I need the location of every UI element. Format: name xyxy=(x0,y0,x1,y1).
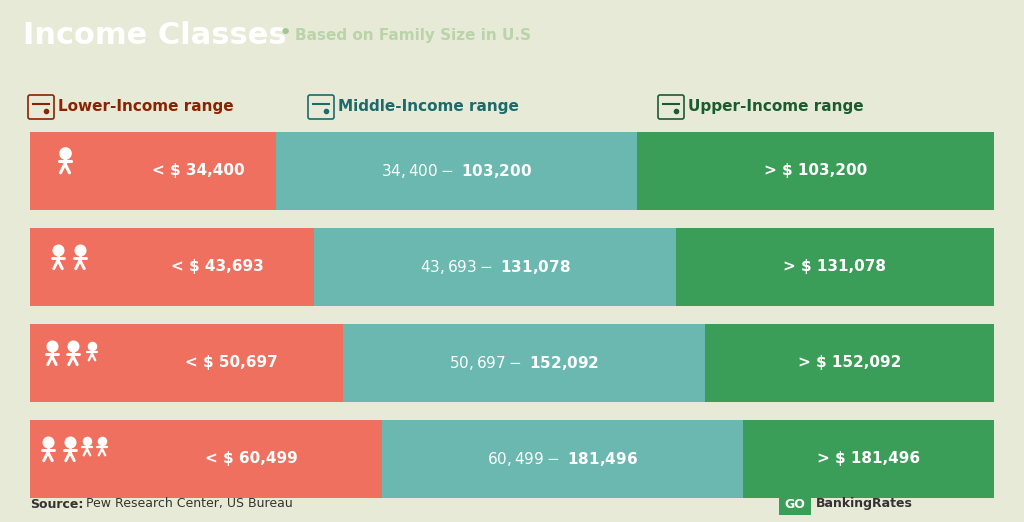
Text: > $ 131,078: > $ 131,078 xyxy=(783,259,887,275)
Text: •: • xyxy=(279,22,292,43)
Text: Income Classes: Income Classes xyxy=(23,21,286,50)
Text: > $ 181,496: > $ 181,496 xyxy=(817,452,921,467)
Bar xyxy=(314,228,676,306)
Bar xyxy=(343,324,705,402)
Text: $ 50,697 - $ 152,092: $ 50,697 - $ 152,092 xyxy=(449,354,599,372)
Text: > $ 103,200: > $ 103,200 xyxy=(764,163,867,179)
Bar xyxy=(637,132,994,210)
Bar xyxy=(30,132,275,210)
Bar xyxy=(30,324,343,402)
Text: $43,693 - $ 131,078: $43,693 - $ 131,078 xyxy=(420,258,570,276)
FancyBboxPatch shape xyxy=(779,493,811,515)
Bar xyxy=(705,324,994,402)
Text: < $ 50,697: < $ 50,697 xyxy=(185,355,279,371)
Text: Middle-Income range: Middle-Income range xyxy=(338,100,519,114)
Text: Upper-Income range: Upper-Income range xyxy=(688,100,863,114)
Text: Pew Research Center, US Bureau: Pew Research Center, US Bureau xyxy=(82,497,293,511)
Text: > $ 152,092: > $ 152,092 xyxy=(798,355,901,371)
Text: $ 60,499 - $ 181,496: $ 60,499 - $ 181,496 xyxy=(487,450,638,468)
Bar xyxy=(30,420,382,498)
Bar xyxy=(743,420,994,498)
Text: BankingRates: BankingRates xyxy=(816,497,912,511)
Text: Based on Family Size in U.S: Based on Family Size in U.S xyxy=(295,28,530,43)
Text: < $ 60,499: < $ 60,499 xyxy=(205,452,297,467)
Text: $34,400 - $ 103,200: $34,400 - $ 103,200 xyxy=(381,162,532,180)
Text: GO: GO xyxy=(784,497,806,511)
Text: < $ 43,693: < $ 43,693 xyxy=(171,259,263,275)
Text: Source:: Source: xyxy=(30,497,83,511)
Bar xyxy=(676,228,994,306)
Text: < $ 34,400: < $ 34,400 xyxy=(152,163,244,179)
Bar xyxy=(382,420,743,498)
Text: Lower-Income range: Lower-Income range xyxy=(58,100,233,114)
Bar xyxy=(275,132,637,210)
Bar xyxy=(30,228,314,306)
